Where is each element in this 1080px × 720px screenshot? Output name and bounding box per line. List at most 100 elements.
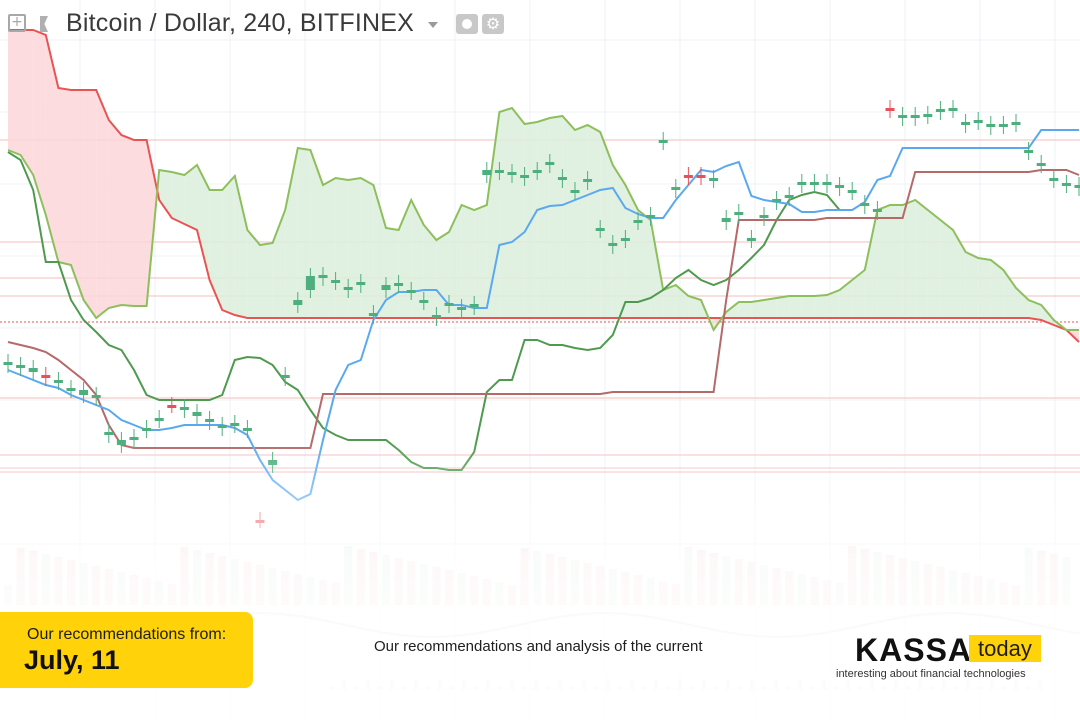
expand-icon[interactable]: + bbox=[8, 14, 26, 32]
ichimoku-cloud bbox=[537, 118, 550, 318]
flag-icon[interactable] bbox=[40, 16, 48, 32]
volume-bar bbox=[961, 573, 970, 605]
candle bbox=[293, 300, 303, 305]
candle bbox=[948, 108, 958, 111]
oscillator-bar bbox=[558, 679, 562, 690]
ichimoku-cloud bbox=[360, 178, 374, 318]
candle bbox=[28, 368, 38, 372]
oscillator-bar bbox=[918, 679, 922, 690]
ichimoku-cloud bbox=[990, 260, 1004, 318]
oscillator-bar bbox=[630, 679, 634, 690]
candle bbox=[595, 228, 605, 231]
candle bbox=[205, 419, 215, 422]
ichimoku-cloud bbox=[587, 125, 601, 318]
oscillator-bar bbox=[1002, 686, 1006, 690]
volume-bar bbox=[886, 555, 894, 605]
volume-bar bbox=[634, 575, 642, 605]
ichimoku-cloud bbox=[978, 258, 991, 318]
ichimoku-cloud bbox=[134, 140, 147, 306]
oscillator-bar bbox=[654, 679, 658, 690]
oscillator-bar bbox=[378, 686, 382, 690]
ichimoku-cloud bbox=[512, 108, 525, 318]
ichimoku-cloud bbox=[751, 300, 764, 318]
oscillator-bar bbox=[354, 686, 358, 690]
volume-bar bbox=[407, 561, 416, 605]
candle bbox=[835, 185, 845, 188]
oscillator-bar bbox=[990, 679, 994, 690]
ichimoku-cloud bbox=[940, 220, 953, 318]
chevron-down-icon[interactable] bbox=[428, 22, 438, 28]
ichimoku-cloud bbox=[83, 90, 97, 318]
candle bbox=[658, 140, 668, 143]
recommendation-date: July, 11 bbox=[24, 645, 120, 675]
candle bbox=[923, 114, 933, 117]
volume-bar bbox=[583, 563, 592, 605]
candle bbox=[709, 178, 719, 181]
symbol-title[interactable]: Bitcoin / Dollar, 240, BITFINEX bbox=[66, 9, 414, 37]
ichimoku-cloud bbox=[171, 172, 185, 224]
eye-icon[interactable] bbox=[456, 14, 478, 34]
candle bbox=[822, 182, 832, 185]
gear-icon[interactable]: ⚙ bbox=[482, 14, 504, 34]
oscillator-bar bbox=[1026, 686, 1030, 690]
ichimoku-cloud bbox=[121, 135, 134, 306]
volume-bar bbox=[419, 564, 428, 605]
volume-bar bbox=[520, 548, 529, 605]
volume-bar bbox=[4, 585, 12, 605]
volume-bar bbox=[949, 570, 957, 605]
logo-brand: KASSA bbox=[855, 632, 973, 668]
volume-bar bbox=[230, 559, 239, 605]
oscillator-bar bbox=[678, 679, 682, 690]
volume-bar bbox=[810, 577, 819, 605]
volume-bar bbox=[608, 569, 617, 605]
volume-bar bbox=[218, 556, 227, 605]
ichimoku-cloud bbox=[461, 205, 475, 318]
candle bbox=[242, 428, 252, 431]
oscillator-bar bbox=[546, 686, 550, 690]
candle bbox=[696, 175, 706, 178]
candle bbox=[318, 275, 328, 278]
candle bbox=[1024, 150, 1034, 153]
candle bbox=[545, 162, 555, 165]
volume-bar bbox=[1049, 554, 1058, 605]
volume-bar bbox=[180, 547, 189, 605]
oscillator-bar bbox=[474, 686, 478, 690]
oscillator-bar bbox=[582, 679, 586, 690]
ichimoku-cloud bbox=[612, 165, 626, 318]
ichimoku-cloud bbox=[20, 30, 34, 175]
volume-bar bbox=[268, 568, 277, 605]
candle bbox=[570, 190, 580, 193]
volume-bar bbox=[356, 549, 365, 605]
volume-bar bbox=[848, 546, 857, 605]
candle bbox=[898, 115, 908, 118]
oscillator-bar bbox=[858, 686, 862, 690]
volume-bar bbox=[533, 551, 542, 605]
candle bbox=[444, 303, 454, 306]
ichimoku-cloud bbox=[877, 205, 890, 318]
volume-bar bbox=[646, 578, 655, 605]
oscillator-bar bbox=[738, 686, 742, 690]
oscillator-bar bbox=[390, 679, 394, 690]
volume-bar bbox=[155, 581, 164, 605]
candle bbox=[16, 365, 26, 368]
volume-bar bbox=[508, 585, 516, 605]
ichimoku-cloud bbox=[486, 112, 500, 318]
volume-bar bbox=[432, 567, 441, 605]
ichimoku-cloud bbox=[953, 230, 966, 318]
volume-bar bbox=[193, 550, 201, 605]
ichimoku-cloud bbox=[474, 205, 487, 318]
ichimoku-cloud bbox=[260, 243, 273, 318]
oscillator-bar bbox=[510, 679, 514, 690]
ichimoku-cloud bbox=[562, 116, 575, 318]
volume-bar bbox=[671, 584, 680, 605]
senkou-span-a-line bbox=[7, 106, 1079, 333]
ichimoku-cloud bbox=[310, 150, 323, 318]
oscillator-bar bbox=[534, 679, 538, 690]
oscillator-bar bbox=[906, 686, 910, 690]
candle bbox=[633, 220, 643, 223]
oscillator-bar bbox=[930, 686, 934, 690]
oscillator-bar bbox=[822, 679, 826, 690]
oscillator-bar bbox=[846, 679, 850, 690]
volume-bar bbox=[747, 562, 756, 605]
oscillator-bar bbox=[462, 679, 466, 690]
